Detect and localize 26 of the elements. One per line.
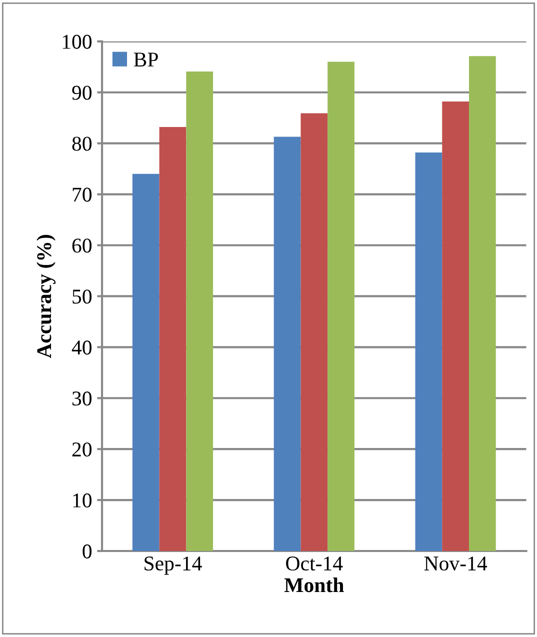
- y-tick-label: 30: [72, 392, 92, 406]
- x-axis-title: Month: [284, 578, 344, 592]
- y-tick-label: 10: [73, 493, 92, 508]
- bar: [442, 102, 469, 552]
- x-tick-label: Nov-14: [424, 556, 488, 571]
- y-tick-label: 40: [72, 340, 92, 355]
- y-tick-label: 60: [72, 238, 92, 253]
- legend-label: BP: [134, 52, 158, 66]
- y-tick-label: 70: [72, 188, 92, 202]
- x-tick-label: Oct-14: [286, 556, 343, 571]
- bar: [132, 174, 160, 552]
- bar: [186, 71, 214, 552]
- y-tick-label: 20: [72, 442, 92, 457]
- bar: [415, 152, 442, 552]
- bar: [159, 127, 186, 552]
- y-tick-label: 50: [72, 290, 92, 304]
- bar: [328, 62, 354, 552]
- y-tick-label: 90: [72, 86, 92, 100]
- bar: [300, 113, 328, 552]
- y-axis-title: Accuracy (%): [36, 234, 56, 358]
- y-tick-label: 80: [72, 136, 92, 151]
- y-tick-label: 100: [62, 34, 92, 49]
- bar: [274, 136, 301, 552]
- y-tick-label: 0: [82, 544, 92, 558]
- bar: [468, 56, 496, 552]
- x-tick-label: Sep-14: [144, 556, 202, 575]
